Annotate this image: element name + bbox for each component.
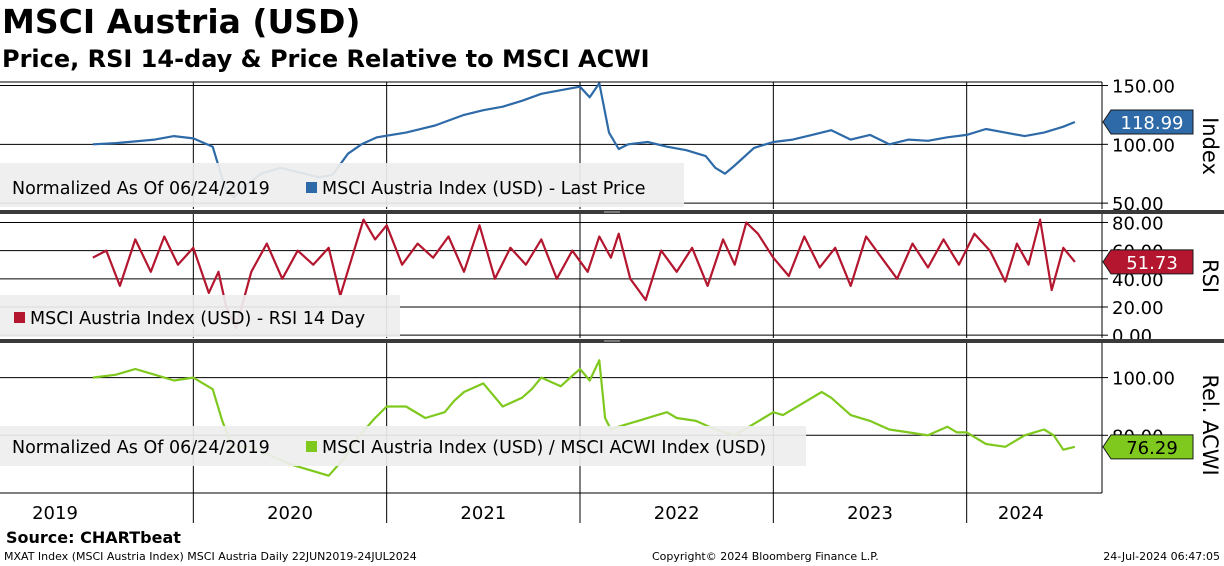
footer-copyright: Copyright© 2024 Bloomberg Finance L.P. xyxy=(652,550,879,563)
y-tick-label-rsi: 40.00 xyxy=(1112,270,1164,291)
series-layer xyxy=(92,82,1076,477)
source-label: Source: CHARTbeat xyxy=(6,528,181,547)
axis-layer: 150.00100.0050.00Index118.9980.0060.0040… xyxy=(0,77,1224,524)
y-tick-label-price: 150.00 xyxy=(1112,77,1175,98)
y-tick-label-price: 100.00 xyxy=(1112,135,1175,156)
legend-layer: Normalized As Of 06/24/2019 MSCI Austria … xyxy=(0,163,806,466)
chart-subtitle: Price, RSI 14-day & Price Relative to MS… xyxy=(2,45,650,73)
x-tick-label: 2024 xyxy=(998,503,1044,524)
axis-title-price: Index xyxy=(1198,117,1222,175)
footer-security-info: MXAT Index (MSCI Austria Index) MSCI Aus… xyxy=(4,550,417,563)
y-tick-label-rsi: 20.00 xyxy=(1112,298,1164,319)
legend-swatch-rsi xyxy=(14,312,25,323)
footer-timestamp: 24-Jul-2024 06:47:05 xyxy=(1103,550,1220,563)
y-tick-label-price: 50.00 xyxy=(1112,194,1164,215)
x-tick-label: 2020 xyxy=(267,503,313,524)
legend-series-label-relative: MSCI Austria Index (USD) / MSCI ACWI Ind… xyxy=(322,438,766,458)
y-tick-label-rsi: 0.00 xyxy=(1112,326,1152,347)
x-tick-label: 2022 xyxy=(654,503,700,524)
legend-box-rsi xyxy=(0,295,400,337)
last-value-label-relative: 76.29 xyxy=(1126,438,1178,459)
x-tick-label: 2019 xyxy=(32,503,78,524)
last-value-tag-relative xyxy=(1102,434,1194,460)
legend-normalized-label: Normalized As Of 06/24/2019 xyxy=(12,438,270,458)
last-value-tag-price xyxy=(1102,109,1194,135)
x-tick-label: 2021 xyxy=(460,503,506,524)
legend-swatch-relative xyxy=(306,441,317,452)
y-tick-label-rsi: 80.00 xyxy=(1112,213,1164,234)
legend-box-relative xyxy=(0,426,806,466)
series-line-rsi xyxy=(92,218,1076,330)
legend-series-label-price: MSCI Austria Index (USD) - Last Price xyxy=(322,179,645,199)
last-value-label-rsi: 51.73 xyxy=(1126,253,1178,274)
legend-swatch-price xyxy=(306,182,317,193)
axis-title-rsi: RSI xyxy=(1198,259,1222,293)
axis-title-relative: Rel. ACWI xyxy=(1198,374,1222,475)
y-tick-label-relative: 100.00 xyxy=(1112,369,1175,390)
x-tick-label: 2023 xyxy=(847,503,893,524)
legend-series-label-rsi: MSCI Austria Index (USD) - RSI 14 Day xyxy=(30,309,365,329)
last-value-label-price: 118.99 xyxy=(1121,113,1184,134)
legend-normalized-label: Normalized As Of 06/24/2019 xyxy=(12,179,270,199)
chart-title: MSCI Austria (USD) xyxy=(2,2,361,41)
last-value-tag-rsi xyxy=(1102,249,1194,275)
legend-box-price xyxy=(0,163,684,207)
